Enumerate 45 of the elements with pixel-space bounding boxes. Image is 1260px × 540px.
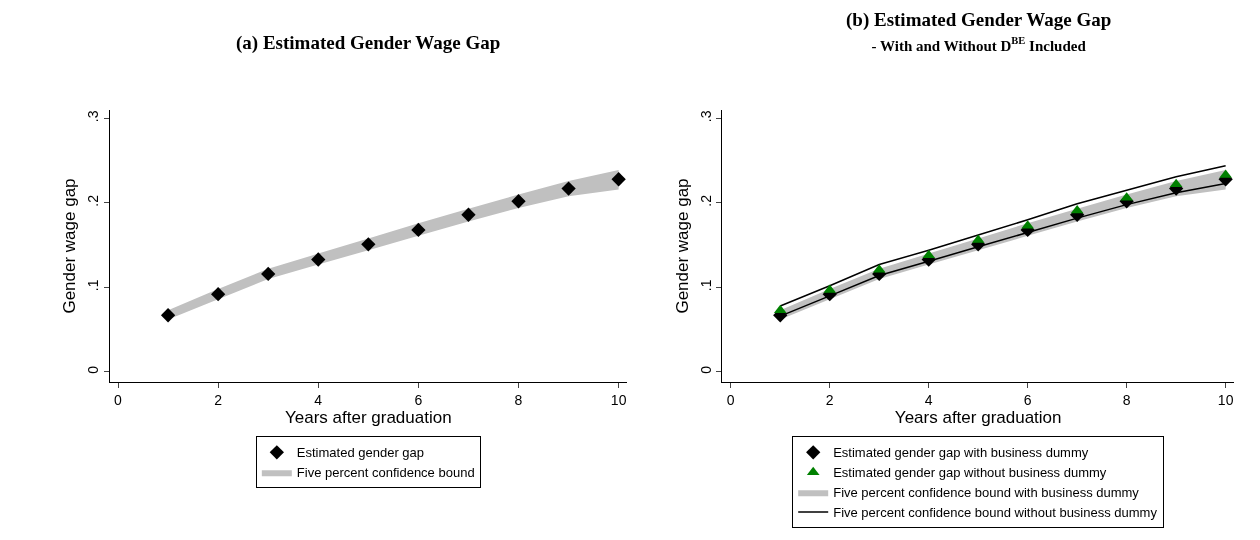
y-tick-label: .1	[697, 279, 714, 292]
y-axis-title: Gender wage gap	[60, 178, 80, 314]
legend-label: Five percent confidence bound with business dummy	[833, 485, 1140, 501]
point	[611, 172, 626, 187]
legend-label: Five percent confidence bound	[296, 465, 475, 481]
x-axis-title: Years after graduation	[285, 407, 452, 427]
point	[160, 308, 176, 323]
point	[361, 237, 376, 252]
y-tick-label: .2	[84, 194, 101, 207]
x-tick-label: 0	[726, 391, 735, 408]
point	[261, 266, 276, 282]
point	[561, 181, 576, 196]
chart-title: (b) Estimated Gender Wage Gap	[846, 9, 1112, 31]
x-axis-title: Years after graduation	[894, 407, 1062, 427]
y-tick-label: 0	[84, 365, 101, 374]
point	[311, 252, 326, 267]
point	[1169, 178, 1183, 188]
y-tick-label: .3	[697, 110, 714, 123]
x-tick-label: 10	[1217, 391, 1234, 408]
y-tick-label: .2	[697, 194, 714, 207]
y-tick-label: .1	[84, 279, 101, 292]
x-tick-label: 6	[1023, 391, 1032, 408]
point	[511, 194, 526, 209]
x-tick-label: 8	[1122, 391, 1131, 408]
x-tick-label: 2	[214, 391, 223, 408]
chart-subtitle: - With and Without D$^{BE}$ Included	[871, 35, 1087, 54]
x-tick-label: 4	[314, 391, 323, 408]
x-tick-label: 6	[414, 391, 423, 408]
chart-title: (a) Estimated Gender Wage Gap	[236, 32, 501, 54]
x-tick-label: 10	[610, 391, 627, 408]
y-axis-title: Gender wage gap	[673, 178, 693, 314]
legend-label: Five percent confidence bound without business dummy	[833, 505, 1158, 521]
point	[922, 249, 936, 259]
x-tick-label: 4	[924, 391, 933, 408]
x-tick-label: 2	[825, 391, 834, 408]
legend-label: Estimated gender gap	[296, 445, 425, 461]
x-tick-label: 0	[114, 391, 123, 408]
x-tick-label: 8	[514, 391, 523, 408]
legend-label: Estimated gender gap with business dummy	[833, 445, 1089, 461]
point	[210, 287, 226, 302]
point	[411, 222, 426, 238]
point	[461, 207, 476, 222]
legend-label: Estimated gender gap without business dummy	[833, 465, 1107, 481]
y-tick-label: .3	[84, 110, 101, 123]
y-tick-label: 0	[697, 365, 714, 374]
